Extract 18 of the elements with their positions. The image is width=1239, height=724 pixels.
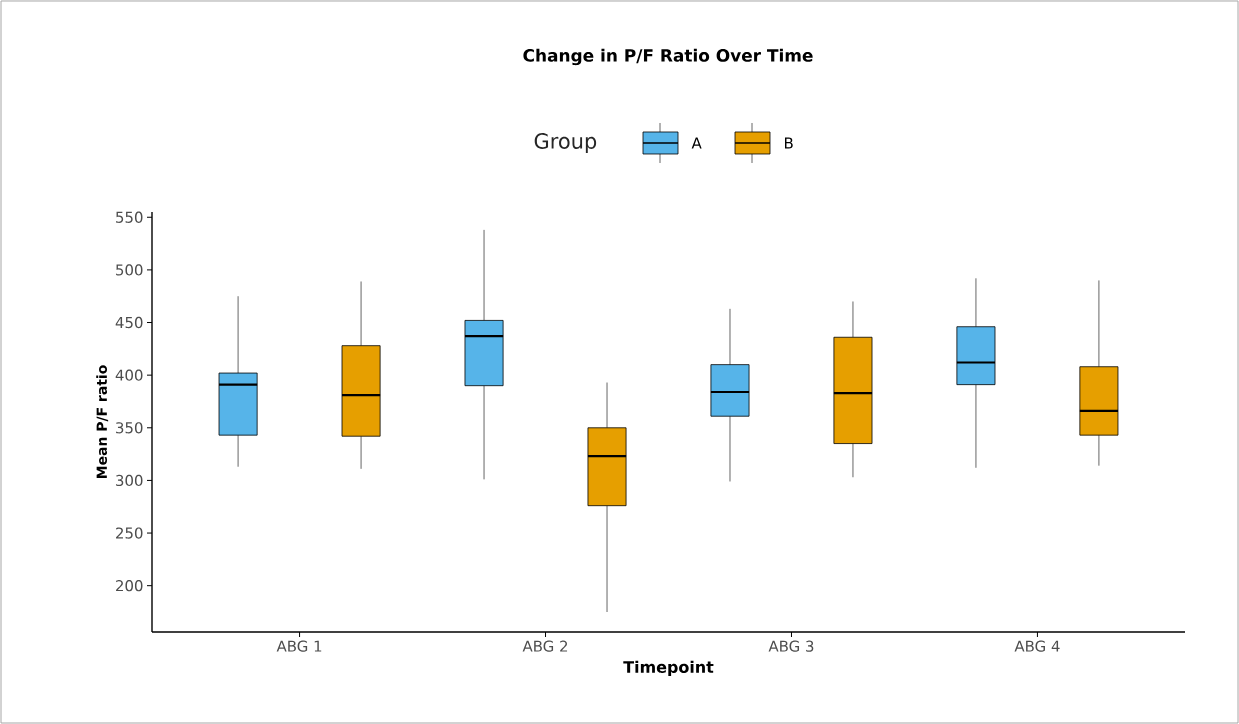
x-tick-label: ABG 3 <box>768 640 814 652</box>
y-tick-label: 200 <box>116 580 143 592</box>
legend-title: Group <box>534 133 597 153</box>
y-tick-label: 550 <box>116 211 143 223</box>
legend-label: A <box>691 137 702 149</box>
x-axis-title: Timepoint <box>623 660 714 677</box>
y-tick-label: 300 <box>116 474 143 487</box>
y-tick-label: 400 <box>115 369 143 381</box>
x-tick-label: ABG 4 <box>1014 640 1060 652</box>
y-tick-label: 500 <box>116 264 143 276</box>
x-tick-label: ABG 2 <box>522 640 568 652</box>
legend-label: B <box>785 137 793 149</box>
chart-title: Change in P/F Ratio Over Time <box>523 48 813 66</box>
y-tick-label: 250 <box>116 527 143 539</box>
y-tick-label: 350 <box>116 422 143 434</box>
x-tick-label: ABG 1 <box>276 640 322 652</box>
y-axis-title: Mean P/F ratio <box>96 365 109 478</box>
y-tick-label: 450 <box>115 316 143 329</box>
